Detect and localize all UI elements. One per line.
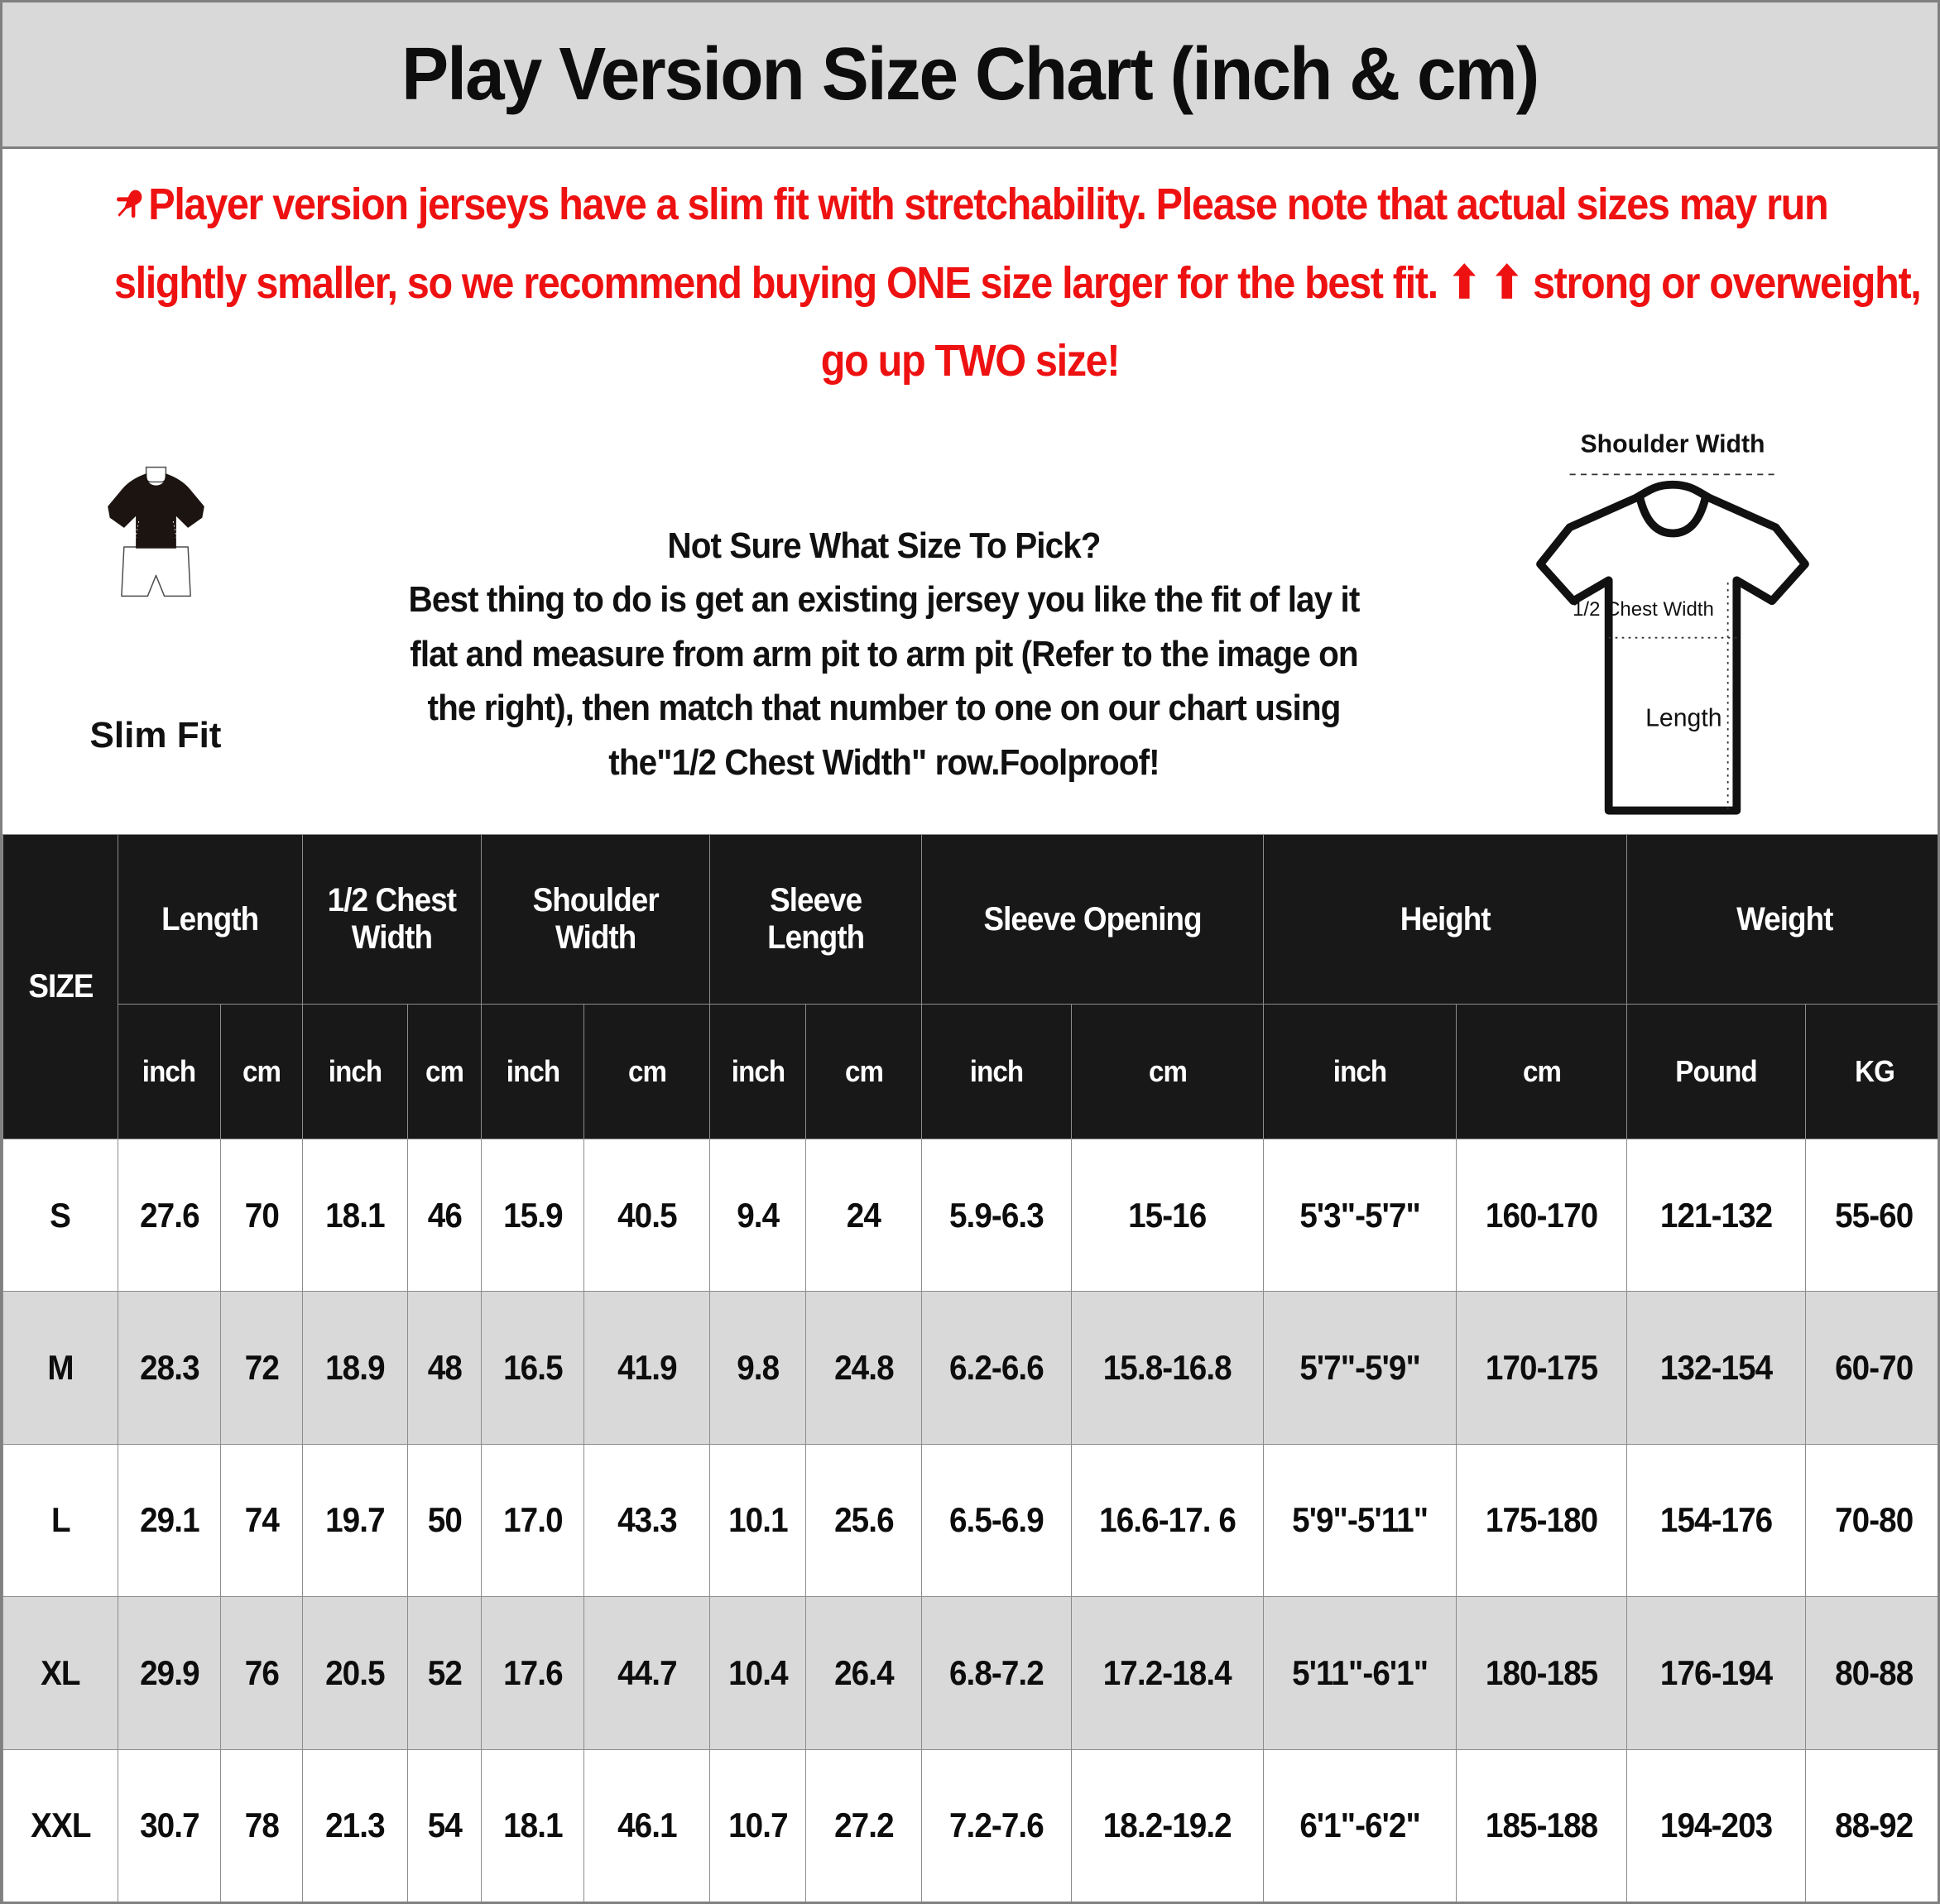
svg-text:Shoulder Width: Shoulder Width xyxy=(1581,430,1765,458)
svg-text:1/2 Chest Width: 1/2 Chest Width xyxy=(1573,598,1714,621)
svg-text:Length: Length xyxy=(1645,704,1722,731)
